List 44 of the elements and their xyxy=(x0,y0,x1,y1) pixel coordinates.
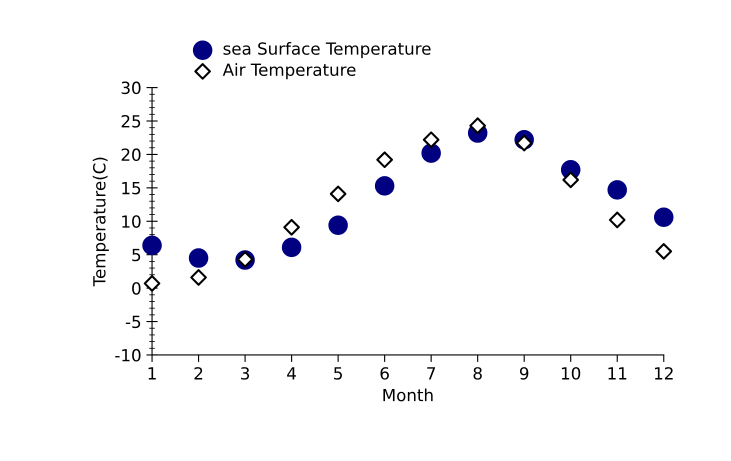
point xyxy=(421,143,441,163)
point xyxy=(516,134,533,152)
y-tick-label: 10 xyxy=(122,215,141,228)
legend-label: Air Temperature xyxy=(222,63,356,80)
y-tick-label: 30 xyxy=(122,82,141,94)
point xyxy=(282,238,302,258)
point xyxy=(655,243,672,260)
point xyxy=(188,248,208,268)
y-tick-label: 5 xyxy=(132,248,140,262)
point xyxy=(374,176,394,196)
x-tick-label: 10 xyxy=(562,367,580,380)
legend-label: sea Surface Temperature xyxy=(224,42,431,58)
point xyxy=(376,151,393,168)
point xyxy=(469,117,486,134)
point xyxy=(144,275,160,292)
y-tick-label: 20 xyxy=(122,148,141,162)
x-tick-label: 1 xyxy=(148,367,156,380)
x-tick-label: 8 xyxy=(474,367,482,380)
x-tick-label: 12 xyxy=(654,367,673,380)
point xyxy=(190,269,207,286)
point xyxy=(562,172,580,188)
x-tick-label: 3 xyxy=(241,367,250,380)
y-tick-label: 0 xyxy=(132,282,141,295)
y-tick-label: 15 xyxy=(122,182,140,194)
x-tick-label: 2 xyxy=(194,367,202,380)
point xyxy=(654,208,674,228)
y-axis-title: Temperature(C) xyxy=(92,158,109,286)
point xyxy=(328,216,348,236)
x-tick-label: 6 xyxy=(380,367,389,380)
y-tick-label: 25 xyxy=(122,114,140,128)
x-tick-label: 11 xyxy=(608,367,626,380)
y-tick-label: -5 xyxy=(126,316,140,328)
x-tick-label: 7 xyxy=(427,367,436,380)
point xyxy=(142,236,162,256)
x-axis-title: Month xyxy=(383,388,433,402)
point xyxy=(330,186,346,202)
point xyxy=(608,212,626,228)
point xyxy=(422,131,440,148)
point xyxy=(283,218,300,236)
x-tick-label: 4 xyxy=(287,367,296,380)
point xyxy=(607,180,627,200)
y-tick-label: -10 xyxy=(115,348,141,362)
x-tick-label: 9 xyxy=(520,367,528,380)
x-tick-label: 5 xyxy=(334,367,342,380)
